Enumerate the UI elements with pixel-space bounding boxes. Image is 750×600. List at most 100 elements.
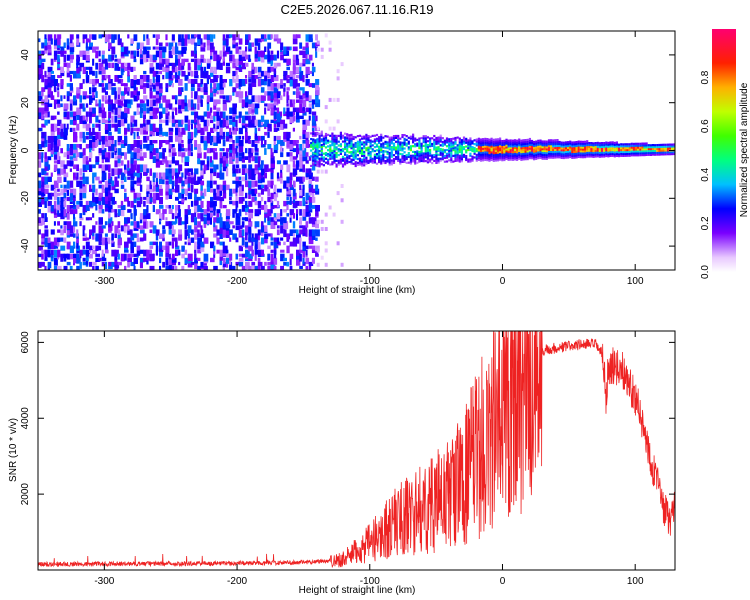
heatmap-cell <box>203 83 208 91</box>
heatmap-cell <box>380 143 383 146</box>
heatmap-cell <box>206 95 211 103</box>
heatmap-cell <box>315 184 319 192</box>
heatmap-cell <box>337 161 340 164</box>
heatmap-cell <box>108 188 111 195</box>
heatmap-cell <box>146 176 150 182</box>
heatmap-cell <box>641 142 644 145</box>
heatmap-cell <box>60 196 65 203</box>
heatmap-cell <box>165 83 169 89</box>
heatmap-cell <box>312 146 315 149</box>
heatmap-cell <box>225 131 231 137</box>
heatmap-cell <box>337 154 340 157</box>
heatmap-cell <box>437 142 440 145</box>
heatmap-cell <box>245 148 248 154</box>
heatmap-cell <box>270 50 274 55</box>
heatmap-cell <box>194 196 199 205</box>
heatmap-cell <box>136 152 140 159</box>
heatmap-cell <box>641 154 644 157</box>
heatmap-cell <box>203 111 207 117</box>
heatmap-cell <box>66 152 70 159</box>
heatmap-cell <box>47 87 52 95</box>
heatmap-cell <box>337 140 340 143</box>
heatmap-cell <box>503 139 506 142</box>
heatmap-cell <box>333 155 336 158</box>
heatmap-cell <box>315 229 320 237</box>
heatmap-cell <box>47 200 52 206</box>
heatmap-cell <box>511 143 514 146</box>
heatmap-cell <box>308 233 313 241</box>
heatmap-cell <box>76 172 79 180</box>
heatmap-cell <box>530 147 534 150</box>
heatmap-cell <box>378 136 381 139</box>
heatmap-cell <box>168 261 173 270</box>
heatmap-cell <box>69 54 74 60</box>
heatmap-cell <box>104 127 110 135</box>
heatmap-cell <box>229 119 234 125</box>
heatmap-cell <box>213 180 217 185</box>
heatmap-cell <box>168 221 173 229</box>
heatmap-cell <box>155 160 161 168</box>
heatmap-cell <box>316 262 320 267</box>
heatmap-cell <box>467 147 470 150</box>
heatmap-cell <box>89 34 94 40</box>
heatmap-cell <box>219 196 225 202</box>
heatmap-cell <box>473 152 476 155</box>
heatmap-cell <box>522 144 525 148</box>
heatmap-cell <box>320 132 323 135</box>
heatmap-cell <box>471 155 474 158</box>
heatmap-cell <box>339 137 342 140</box>
heatmap-cell <box>530 151 534 154</box>
heatmap-cell <box>445 141 449 144</box>
heatmap-cell <box>314 143 317 146</box>
heatmap-cell <box>337 148 340 151</box>
heatmap-cell <box>197 58 201 66</box>
heatmap-cell <box>222 99 227 104</box>
heatmap-cell <box>143 70 147 75</box>
heatmap-cell <box>63 200 67 208</box>
heatmap-cell <box>308 95 312 102</box>
heatmap-cell <box>511 139 514 142</box>
heatmap-cell <box>117 34 120 39</box>
heatmap-cell <box>407 136 410 139</box>
heatmap-cell <box>335 136 338 139</box>
heatmap-cell <box>280 123 285 130</box>
heatmap-cell <box>267 196 271 203</box>
heatmap-cell <box>328 126 332 131</box>
heatmap-cell <box>348 160 351 164</box>
heatmap-cell <box>486 159 489 162</box>
heatmap-cell <box>465 158 468 162</box>
heatmap-cell <box>139 46 142 55</box>
heatmap-cell <box>44 95 49 103</box>
heatmap-cell <box>479 153 483 156</box>
heatmap-cell <box>539 152 542 156</box>
heatmap-cell <box>431 156 434 159</box>
heatmap-cell <box>47 261 52 269</box>
heatmap-cell <box>486 139 489 143</box>
heatmap-cell <box>354 161 357 164</box>
heatmap-cell <box>235 70 238 75</box>
heatmap-cell <box>66 144 70 151</box>
heatmap-cell <box>299 241 302 250</box>
heatmap-cell <box>384 135 387 138</box>
heatmap-cell <box>124 127 128 134</box>
heatmap-cell <box>397 142 400 145</box>
heatmap-cell <box>270 221 276 229</box>
heatmap-cell <box>371 159 374 162</box>
heatmap-cell <box>149 99 154 107</box>
heatmap-cell <box>178 164 183 172</box>
heatmap-cell <box>267 79 273 87</box>
heatmap-cell <box>216 209 221 214</box>
heatmap-cell <box>69 38 73 44</box>
heatmap-cell <box>392 144 396 147</box>
heatmap-cell <box>386 145 389 148</box>
heatmap-cell <box>187 180 191 188</box>
y-tick-label: 2000 <box>20 483 31 506</box>
heatmap-cell <box>656 145 659 149</box>
heatmap-cell <box>63 225 66 234</box>
heatmap-cell <box>108 119 111 123</box>
heatmap-cell <box>114 58 118 62</box>
heatmap-cell <box>200 192 205 199</box>
heatmap-cell <box>165 221 170 227</box>
heatmap-cell <box>200 188 203 196</box>
heatmap-cell <box>314 150 317 153</box>
